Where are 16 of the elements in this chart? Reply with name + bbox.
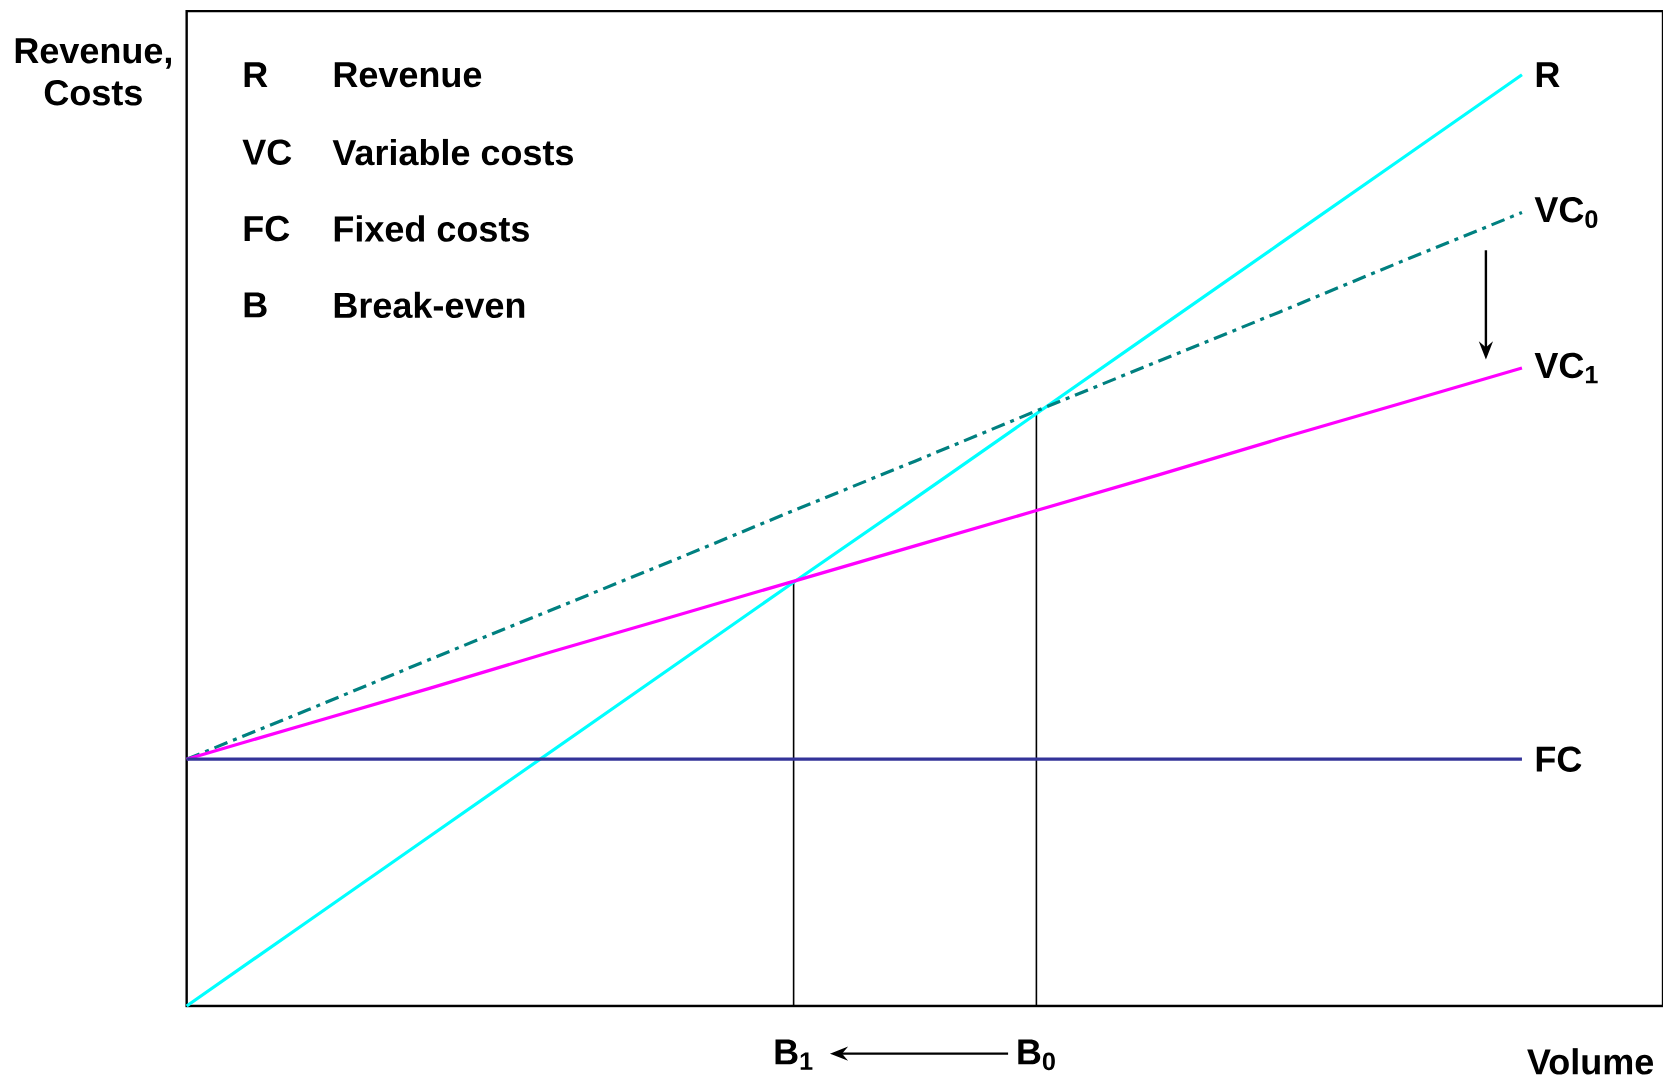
text: Revenue, Costs: [15, 38, 171, 106]
annotation: Variable costs: [332, 138, 573, 166]
series-label: FC: [1536, 746, 1582, 772]
series-label: VC$_{1}$: [1534, 352, 1598, 384]
annotation: Fixed costs: [334, 215, 529, 242]
x-tick-label: B$_{1}$: [775, 1039, 813, 1070]
annotation: Revenue: [334, 62, 482, 88]
text: Volume: [1527, 1048, 1654, 1075]
annotation: FC: [244, 215, 290, 242]
annotation: Break-even: [334, 291, 525, 319]
annotation: B: [244, 292, 267, 318]
series-label: R: [1536, 62, 1560, 88]
annotation: R: [244, 62, 268, 88]
x-tick-label: B$_{0}$: [1018, 1039, 1055, 1071]
series-label: VC$_{0}$: [1534, 196, 1598, 229]
annotation: VC: [242, 139, 292, 165]
